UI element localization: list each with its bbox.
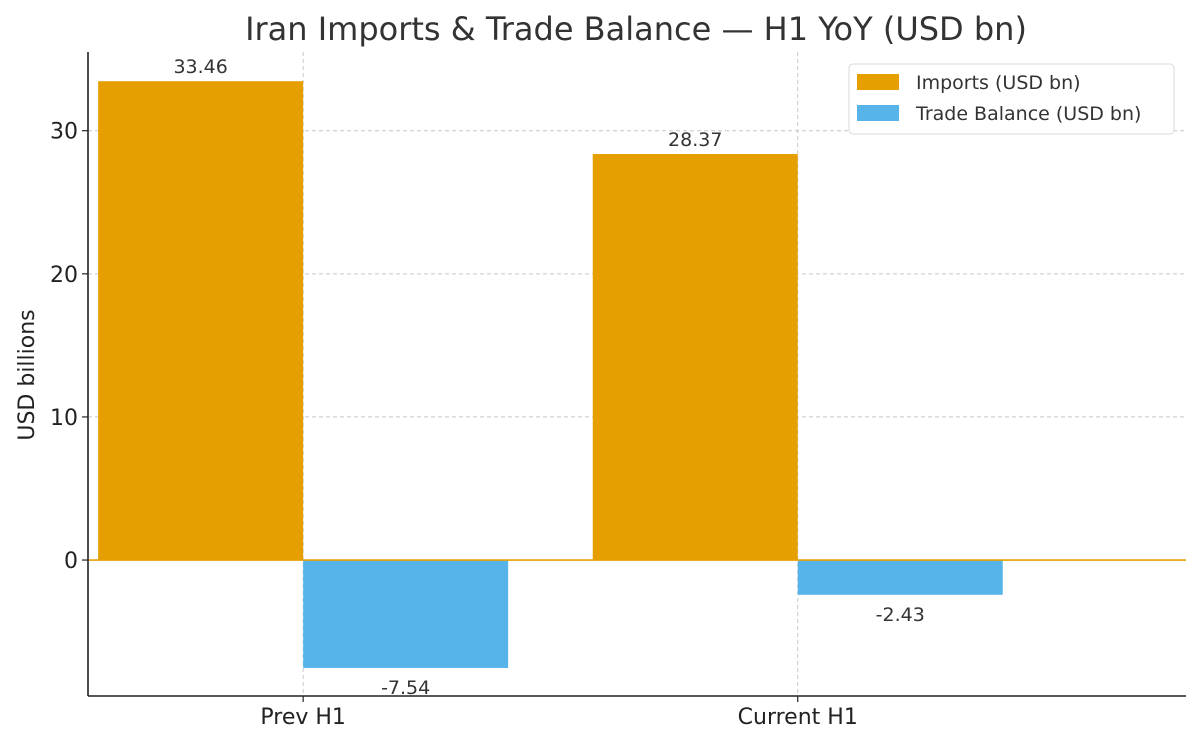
x-category-label: Prev H1 <box>260 705 346 730</box>
bar-trade-balance <box>303 560 509 668</box>
legend-label: Imports (USD bn) <box>916 72 1081 94</box>
legend-box <box>848 63 1175 135</box>
data-label: 28.37 <box>668 129 722 151</box>
bar-imports <box>98 81 304 561</box>
bar-trade-balance <box>797 560 1003 595</box>
y-axis-label: USD billions <box>15 309 40 440</box>
y-tick-label: 10 <box>50 406 78 431</box>
legend: Imports (USD bn) Trade Balance (USD bn) <box>848 63 1175 135</box>
legend-swatch <box>857 105 899 121</box>
chart-title: Iran Imports & Trade Balance — H1 YoY (U… <box>245 10 1027 48</box>
y-tick-label: 30 <box>50 120 78 145</box>
bar-imports <box>592 154 798 561</box>
bars-layer <box>98 81 1003 668</box>
data-label: -2.43 <box>876 604 925 626</box>
legend-swatch <box>857 74 899 90</box>
labels-layer: 0 10 20 30 Prev H1 Current H1 33.46 28.37 -7.54 -… <box>50 56 925 730</box>
legend-label: Trade Balance (USD bn) <box>915 103 1141 125</box>
data-label: 33.46 <box>173 56 227 78</box>
y-tick-label: 20 <box>50 263 78 288</box>
axes-layer <box>82 52 1186 702</box>
y-tick-label: 0 <box>64 549 78 574</box>
data-label: -7.54 <box>381 677 430 699</box>
x-category-label: Current H1 <box>738 705 858 730</box>
